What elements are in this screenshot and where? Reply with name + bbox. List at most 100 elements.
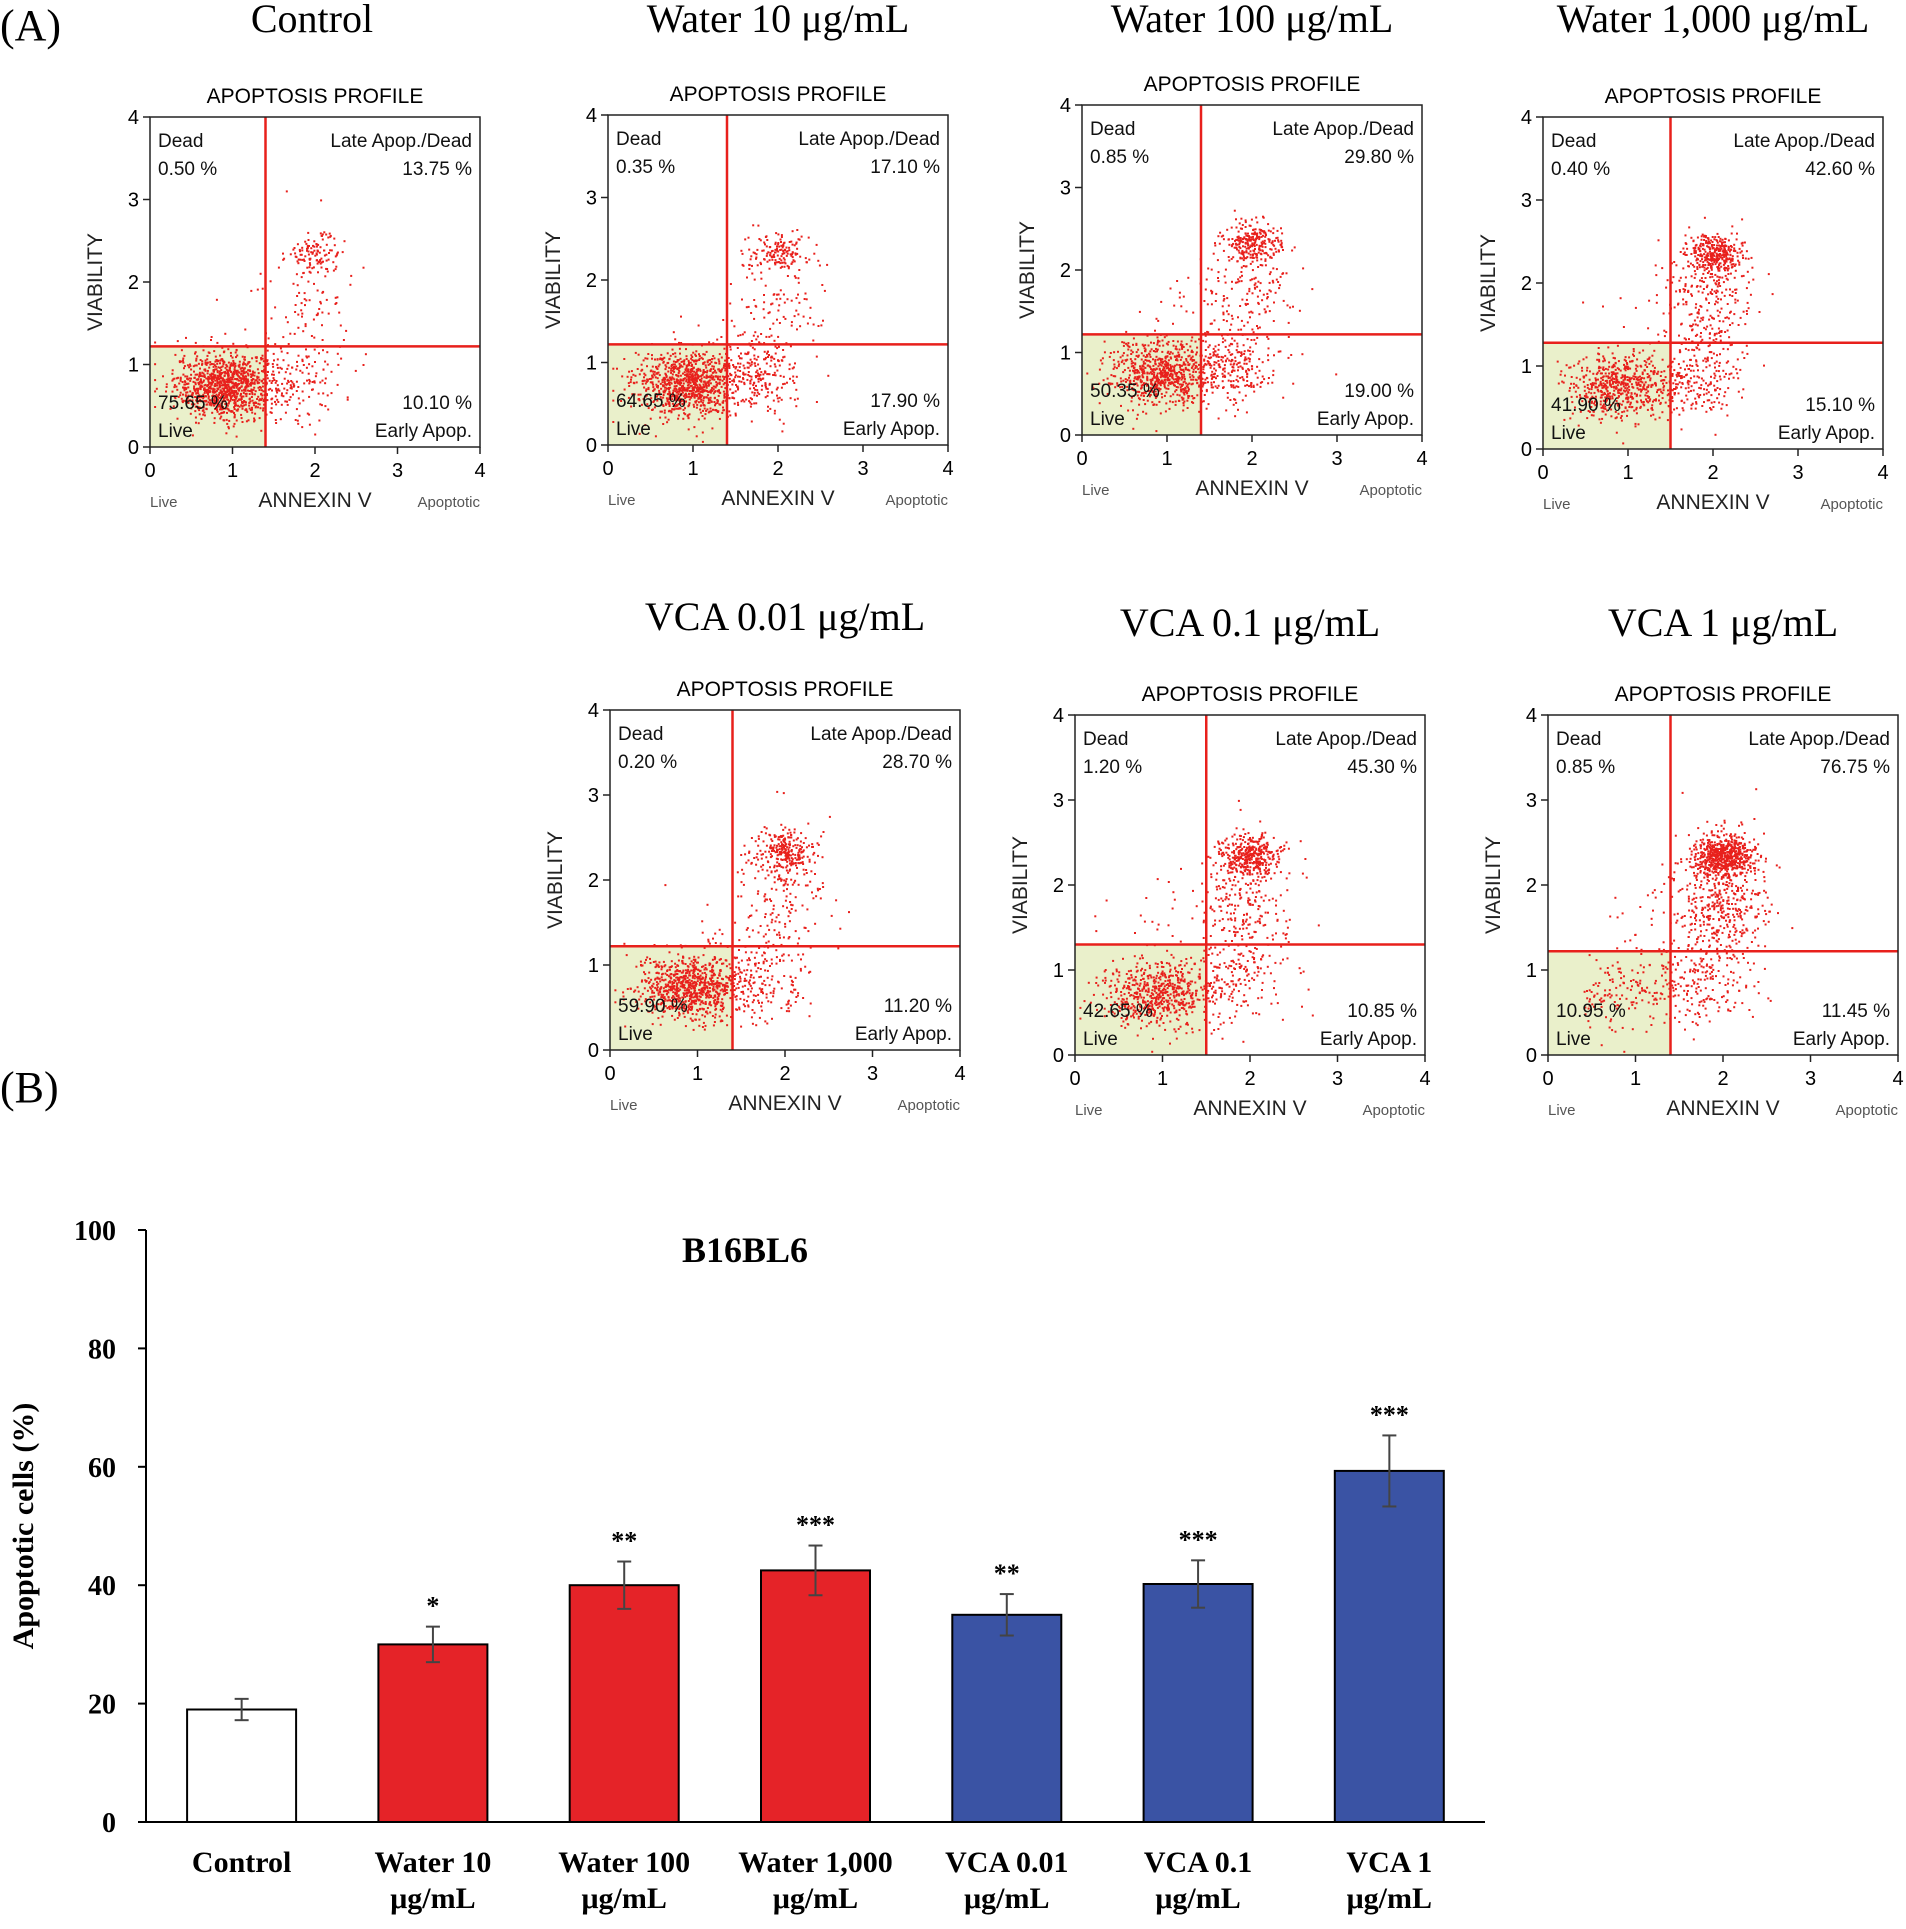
event-dot [1273, 320, 1275, 322]
event-dot [1126, 359, 1128, 361]
event-dot [773, 294, 775, 296]
event-dot [294, 311, 296, 313]
event-dot [1241, 275, 1243, 277]
event-dot [676, 385, 678, 387]
event-dot [1237, 375, 1239, 377]
event-dot [229, 367, 231, 369]
event-dot [700, 412, 702, 414]
event-dot [1123, 352, 1125, 354]
event-dot [193, 371, 195, 373]
event-dot [1236, 227, 1238, 229]
event-dot [1594, 382, 1596, 384]
event-dot [644, 380, 646, 382]
event-dot [1157, 365, 1159, 367]
event-dot [1280, 227, 1282, 229]
event-dot [1240, 239, 1242, 241]
event-dot [678, 388, 680, 390]
event-dot [1603, 385, 1605, 387]
event-dot [1613, 364, 1615, 366]
event-dot [1132, 428, 1134, 430]
event-dot [197, 390, 199, 392]
event-dot [696, 407, 698, 409]
event-dot [712, 409, 714, 411]
y-tick-label: 0 [586, 435, 597, 457]
event-dot [744, 331, 746, 333]
event-dot [760, 239, 762, 241]
quadrant-early-value: 17.90 % [870, 391, 940, 412]
event-dot [219, 373, 221, 375]
event-dot [316, 259, 318, 261]
event-dot [1262, 241, 1264, 243]
event-dot [1156, 344, 1158, 346]
event-dot [213, 422, 215, 424]
event-dot [1266, 336, 1268, 338]
event-dot [630, 379, 632, 381]
event-dot [761, 389, 763, 391]
event-dot [1114, 366, 1116, 368]
event-dot [273, 359, 275, 361]
event-dot [214, 380, 216, 382]
event-dot [251, 379, 253, 381]
event-dot [233, 392, 235, 394]
event-dot [1184, 364, 1186, 366]
event-dot [1179, 349, 1181, 351]
event-dot [347, 396, 349, 398]
event-dot [1246, 239, 1248, 241]
event-dot [773, 358, 775, 360]
event-dot [754, 252, 756, 254]
event-dot [365, 353, 367, 355]
event-dot [1738, 391, 1740, 393]
event-dot [1245, 226, 1247, 228]
event-dot [1114, 375, 1116, 377]
event-dot [1254, 241, 1256, 243]
event-dot [1211, 303, 1213, 305]
event-dot [1597, 353, 1599, 355]
event-dot [1645, 364, 1647, 366]
event-dot [1157, 320, 1159, 322]
event-dot [1231, 244, 1233, 246]
event-dot [1234, 357, 1236, 359]
event-dot [1238, 280, 1240, 282]
event-dot [1623, 411, 1625, 413]
event-dot [791, 321, 793, 323]
event-dot [318, 393, 320, 395]
event-dot [323, 231, 325, 233]
event-dot [692, 387, 694, 389]
event-dot [1600, 377, 1602, 379]
event-dot [674, 338, 676, 340]
event-dot [1158, 358, 1160, 360]
event-dot [786, 382, 788, 384]
event-dot [757, 372, 759, 374]
event-dot [720, 370, 722, 372]
event-dot [755, 385, 757, 387]
event-dot [1134, 369, 1136, 371]
event-dot [1242, 378, 1244, 380]
event-dot [783, 376, 785, 378]
event-dot [816, 244, 818, 246]
event-dot [1160, 373, 1162, 375]
event-dot [312, 252, 314, 254]
event-dot [1253, 339, 1255, 341]
event-dot [1647, 386, 1649, 388]
event-dot [309, 380, 311, 382]
event-dot [689, 374, 691, 376]
event-dot [306, 267, 308, 269]
event-dot [256, 360, 258, 362]
event-dot [154, 379, 156, 381]
event-dot [1633, 410, 1635, 412]
event-dot [632, 374, 634, 376]
event-dot [1184, 378, 1186, 380]
event-dot [1177, 380, 1179, 382]
event-dot [224, 333, 226, 335]
event-dot [282, 253, 284, 255]
event-dot [664, 382, 666, 384]
event-dot [1196, 379, 1198, 381]
event-dot [1248, 288, 1250, 290]
event-dot [1229, 329, 1231, 331]
event-dot [673, 361, 675, 363]
event-dot [239, 406, 241, 408]
event-dot [665, 368, 667, 370]
event-dot [203, 349, 205, 351]
event-dot [1233, 398, 1235, 400]
event-dot [223, 363, 225, 365]
